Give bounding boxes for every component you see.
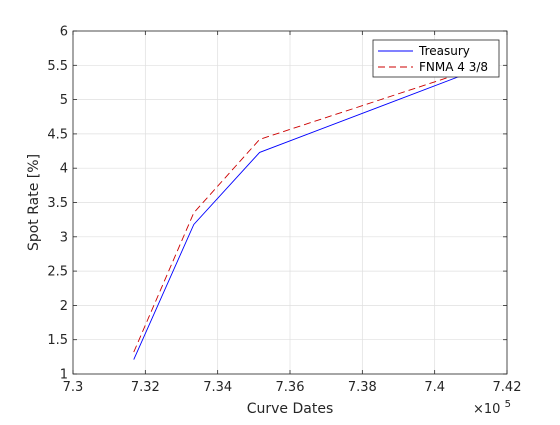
x-tick-label: 7.3: [63, 380, 84, 395]
x-tick-label: 7.4: [424, 380, 445, 395]
legend-entry-2: FNMA 4 3/8: [419, 60, 488, 74]
legend: Treasury FNMA 4 3/8: [372, 39, 500, 78]
x-tick-label: 7.42: [493, 380, 522, 395]
x-axis-label: Curve Dates: [247, 401, 334, 417]
y-tick-label: 2: [60, 299, 68, 314]
y-tick-label: 5: [60, 93, 68, 108]
x-axis-exponent: ×10 5: [473, 399, 511, 417]
y-tick-label: 1.5: [47, 333, 68, 348]
y-axis-label: Spot Rate [%]: [26, 154, 42, 251]
x-tick-label: 7.34: [203, 380, 232, 395]
x-axis-exponent-base: ×10: [473, 402, 500, 417]
x-tick-label: 7.36: [276, 380, 305, 395]
y-tick-label: 5.5: [47, 59, 68, 74]
legend-box: [372, 39, 500, 78]
y-tick-label: 1: [60, 368, 68, 383]
legend-entry-1: Treasury: [418, 44, 470, 58]
axis-ticks: 7.3 7.32 7.34 7.36 7.38 7.4 7.42 1 1.5 2 2.5 3 3.5 4 4…: [47, 25, 521, 396]
x-axis-exponent-power: 5: [505, 399, 511, 410]
y-tick-label: 3.5: [47, 196, 68, 211]
y-tick-label: 2.5: [47, 265, 68, 280]
grid: [72, 30, 508, 375]
series-line-2: [133, 60, 498, 353]
y-tick-label: 4.5: [47, 127, 68, 142]
series-line-1: [133, 61, 498, 360]
y-tick-label: 4: [60, 162, 68, 177]
x-tick-label: 7.38: [348, 380, 377, 395]
y-tick-label: 3: [60, 230, 68, 245]
y-tick-label: 6: [60, 25, 68, 40]
series-lines: [133, 60, 498, 360]
x-tick-label: 7.32: [131, 380, 160, 395]
